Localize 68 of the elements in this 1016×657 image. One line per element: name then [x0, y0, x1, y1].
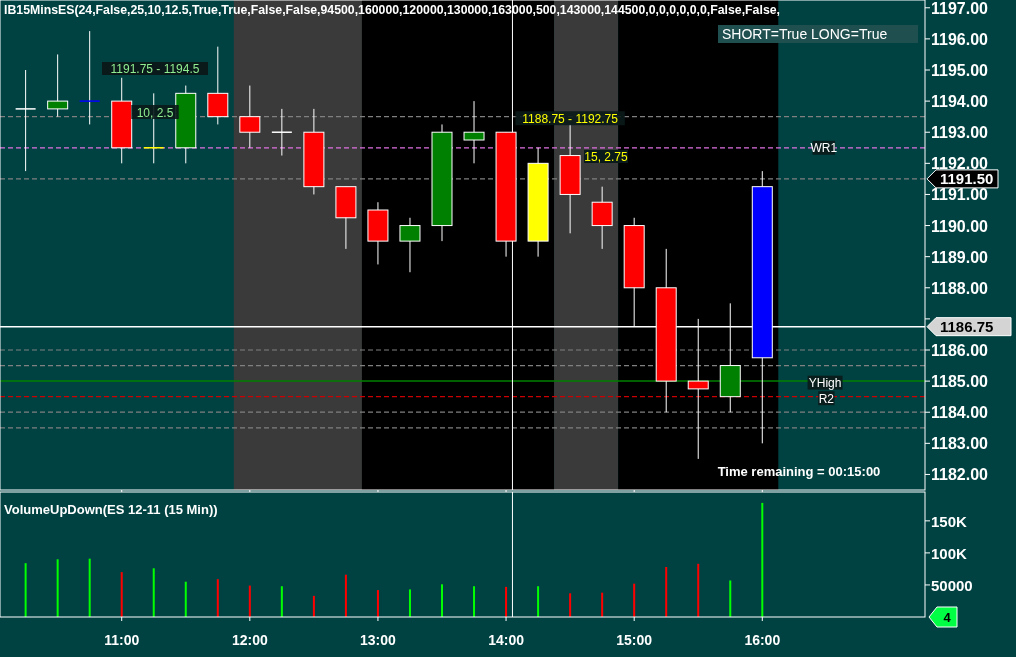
annotation: 1188.75 - 1192.75 [522, 111, 619, 126]
y-tick-label: 1196.00 [931, 30, 989, 48]
y-tick-label: 1183.00 [931, 435, 989, 453]
y-tick-label: 1182.00 [931, 466, 989, 484]
text: VolumeUpDown(ES 12-11 (15 Min)) [4, 502, 218, 517]
y-tick-label: 1189.00 [931, 248, 989, 266]
y-tick-label: 1193.00 [931, 124, 989, 142]
annotation: SHORT=True LONG=True [722, 26, 888, 42]
candlestick [78, 30, 101, 125]
bar [56, 559, 59, 617]
candlestick [271, 108, 293, 157]
annotation: 10, 2.5 [136, 105, 174, 120]
bar [376, 590, 379, 617]
x-tick-label: 11:00 [104, 632, 140, 648]
annotation: 15, 2.75 [584, 150, 629, 164]
bar [761, 502, 764, 617]
candlestick [399, 217, 421, 273]
bar [505, 586, 508, 617]
annotation: R2 [818, 391, 835, 406]
bar [408, 589, 411, 617]
x-tick-label: 15:00 [616, 632, 653, 648]
candlestick [591, 186, 613, 250]
x-tick-label: 13:00 [360, 632, 397, 648]
bar [248, 585, 251, 617]
candlestick [14, 69, 37, 172]
y-tick-label: 1195.00 [931, 62, 989, 79]
annotation: YHigh [808, 376, 842, 391]
bar [24, 563, 27, 617]
text: 4 [943, 610, 952, 625]
bar [120, 572, 123, 617]
bar [729, 580, 732, 617]
bar [473, 586, 476, 617]
bar [697, 563, 700, 617]
bar [280, 586, 283, 617]
y-tick-label: 1185.00 [931, 373, 989, 391]
bar [184, 581, 187, 617]
x-tick-label: 16:00 [744, 632, 781, 648]
bar [216, 579, 219, 617]
y-tick-label: 1190.00 [931, 217, 989, 235]
y-tick-label: 50000 [931, 576, 973, 594]
x-tick-label: 12:00 [231, 632, 268, 648]
y-tick-label: 1186.00 [931, 342, 989, 359]
y-tick-label: 150K [931, 512, 968, 530]
y-tick-label: 1197.00 [931, 0, 989, 17]
x-tick-label: 14:00 [488, 632, 525, 648]
bar [601, 592, 604, 617]
bar [569, 593, 572, 617]
candlestick [207, 46, 229, 125]
bar [88, 558, 91, 617]
y-tick-label: 1191.00 [931, 186, 989, 204]
candlestick [463, 100, 485, 164]
y-tick-label: 1194.00 [931, 93, 989, 111]
ref-line-label: 1186.75 [940, 317, 994, 335]
bar [633, 583, 636, 617]
candlestick [47, 53, 69, 118]
y-tick-label: 1184.00 [931, 404, 989, 422]
bar [344, 574, 347, 617]
y-tick-label: 1188.00 [931, 279, 989, 297]
candlestick [239, 85, 261, 149]
bar [665, 567, 668, 617]
annotation: 1191.75 - 1194.5 [110, 62, 200, 76]
bar [441, 584, 443, 617]
bar [152, 568, 155, 617]
bar [537, 586, 540, 617]
bar [312, 595, 315, 617]
annotation: WR1 [810, 141, 838, 156]
annotation: Time remaining = 00:15:00 [717, 464, 881, 479]
y-tick-label: 100K [931, 544, 968, 562]
